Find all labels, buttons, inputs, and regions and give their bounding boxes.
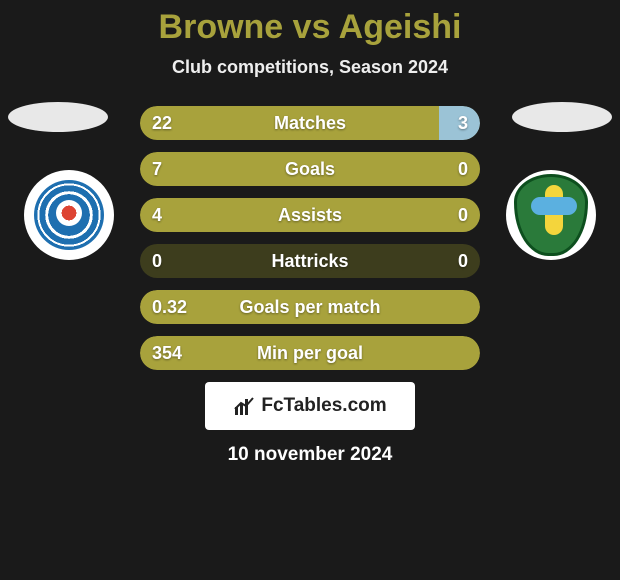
club-crest-right <box>506 170 596 260</box>
club-crest-left <box>24 170 114 260</box>
brand-chart-icon <box>233 395 255 417</box>
date-label: 10 november 2024 <box>0 444 620 466</box>
brand-badge[interactable]: FcTables.com <box>205 382 415 430</box>
club-crest-right-badge <box>514 174 588 256</box>
stat-row: 354Min per goal <box>140 336 480 370</box>
player-left-head <box>8 102 108 132</box>
stat-label: Matches <box>140 106 480 140</box>
stat-label: Goals per match <box>140 290 480 324</box>
stat-row: 70Goals <box>140 152 480 186</box>
stat-bars: 223Matches 70Goals 40Assists 00Hattricks 0.3… <box>140 106 480 370</box>
subtitle: Club competitions, Season 2024 <box>0 57 620 78</box>
stat-label: Assists <box>140 198 480 232</box>
player-right-head <box>512 102 612 132</box>
stat-label: Min per goal <box>140 336 480 370</box>
page-title: Browne vs Ageishi <box>0 0 620 47</box>
comparison-stage: 223Matches 70Goals 40Assists 00Hattricks 0.3… <box>0 106 620 370</box>
stat-row: 40Assists <box>140 198 480 232</box>
stat-label: Hattricks <box>140 244 480 278</box>
stat-label: Goals <box>140 152 480 186</box>
stat-row: 0.32Goals per match <box>140 290 480 324</box>
stat-row: 00Hattricks <box>140 244 480 278</box>
brand-label: FcTables.com <box>261 395 386 417</box>
club-crest-left-badge <box>34 180 104 250</box>
stat-row: 223Matches <box>140 106 480 140</box>
